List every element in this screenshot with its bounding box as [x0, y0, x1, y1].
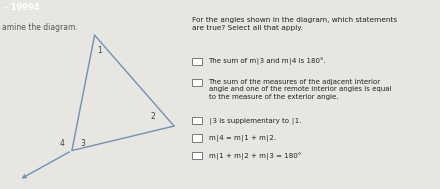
Text: 2: 2 — [151, 112, 156, 121]
Text: m∣4 = m∣1 + m∣2.: m∣4 = m∣1 + m∣2. — [209, 134, 275, 141]
Text: The sum of m∣3 and m∣4 is 180°.: The sum of m∣3 and m∣4 is 180°. — [209, 57, 326, 65]
Text: For the angles shown in the diagram, which statements
are true? Select all that : For the angles shown in the diagram, whi… — [192, 17, 397, 31]
Bar — [192, 57, 202, 65]
Text: m∣1 + m∣2 + m∣3 = 180°: m∣1 + m∣2 + m∣3 = 180° — [209, 152, 301, 160]
Text: 3: 3 — [81, 139, 86, 148]
Bar — [192, 78, 202, 86]
Text: amine the diagram.: amine the diagram. — [2, 23, 77, 32]
Bar — [192, 117, 202, 124]
Text: ∣3 is supplementary to ∣1.: ∣3 is supplementary to ∣1. — [209, 117, 301, 124]
Bar — [192, 134, 202, 142]
Text: - 19994: - 19994 — [4, 3, 40, 12]
Bar — [192, 152, 202, 159]
Text: 4: 4 — [60, 139, 65, 148]
Text: The sum of the measures of the adjacent interior
angle and one of the remote int: The sum of the measures of the adjacent … — [209, 78, 391, 100]
Text: 1: 1 — [97, 46, 102, 54]
